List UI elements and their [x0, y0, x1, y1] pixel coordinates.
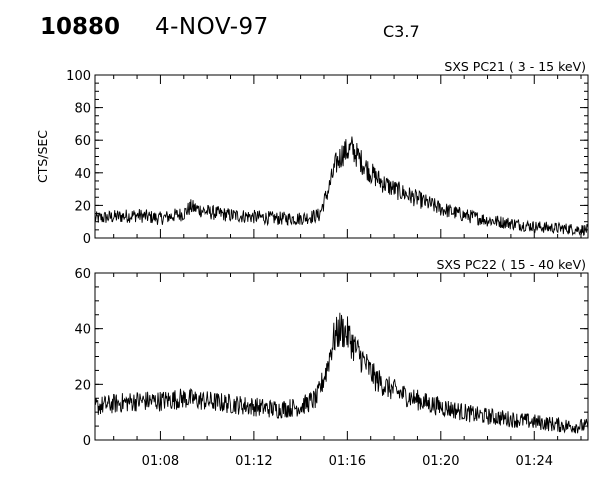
x-tick-label: 01:08 — [142, 454, 179, 469]
y-tick-label: 20 — [74, 378, 91, 393]
flare-class: C3.7 — [383, 22, 420, 41]
panel-title: SXS PC21 ( 3 - 15 keV) — [444, 59, 586, 74]
y-tick-label: 100 — [66, 69, 91, 84]
event-date: 4-NOV-97 — [155, 14, 269, 40]
y-tick-label: 60 — [74, 134, 91, 149]
x-tick-label: 01:20 — [422, 454, 459, 469]
chart-panel-2: 0 20 40 60 SXS PC22 ( 15 - 40 keV) — [74, 257, 589, 449]
data-series-1 — [94, 312, 589, 434]
x-tick-label: 01:12 — [235, 454, 272, 469]
y-tick-label: 0 — [83, 434, 91, 449]
y-tick-label: 0 — [83, 232, 91, 247]
y-tick-label: 20 — [74, 199, 91, 214]
y-tick-label: 80 — [74, 102, 91, 117]
data-series-1 — [94, 136, 589, 237]
y-axis-label: CTS/SEC — [35, 130, 50, 183]
y-tick-label: 40 — [74, 323, 91, 338]
x-tick-label: 01:24 — [516, 454, 553, 469]
y-tick-label: 40 — [74, 167, 91, 182]
y-tick-label: 60 — [74, 267, 91, 282]
x-tick-label: 01:16 — [329, 454, 366, 469]
panel-title: SXS PC22 ( 15 - 40 keV) — [436, 257, 586, 272]
chart-panel-1: 0 20 40 60 80 100 SXS PC21 ( 3 - 15 keV) CTS/SE… — [35, 59, 589, 247]
event-id: 10880 — [40, 14, 121, 40]
